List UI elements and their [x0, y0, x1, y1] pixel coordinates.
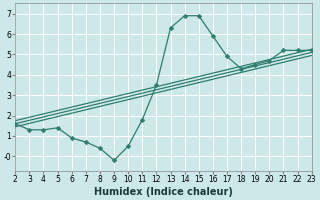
X-axis label: Humidex (Indice chaleur): Humidex (Indice chaleur): [94, 187, 233, 197]
